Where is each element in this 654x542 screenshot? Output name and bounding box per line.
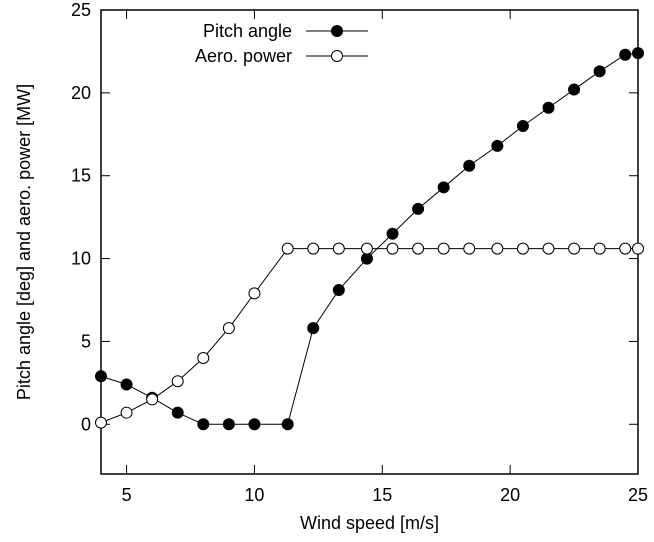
pitch-angle-point — [281, 418, 294, 431]
pitch-angle-point — [619, 48, 632, 61]
aero-power-point — [222, 322, 235, 335]
aero-power-point — [120, 406, 133, 419]
aero-power-point — [281, 242, 294, 255]
pitch-angle-point — [463, 159, 476, 172]
x-tick-label: 25 — [628, 485, 648, 505]
legend: Pitch angle Aero. power — [195, 21, 368, 66]
pitch-angle-point — [516, 120, 529, 132]
pitch-angle-point — [95, 370, 107, 383]
y-tick-label: 20 — [71, 83, 91, 103]
series-line — [100, 248, 638, 424]
aero-power-point — [197, 352, 210, 364]
pitch-angle-point — [386, 227, 399, 240]
aero-power-point — [632, 242, 644, 255]
axis-ticks: 5 10 15 20 25 0 5 10 15 20 25 — [71, 0, 648, 505]
pitch-angle-point — [491, 139, 504, 152]
pitch-angle-point — [332, 284, 345, 297]
y-tick-label: 25 — [71, 0, 91, 20]
aero-power-point — [171, 375, 184, 388]
x-tick-label: 10 — [244, 485, 264, 505]
y-tick-label: 5 — [81, 331, 91, 351]
legend-label: Pitch angle — [203, 21, 292, 41]
pitch-angle-point — [360, 252, 373, 265]
series-layer — [95, 47, 644, 431]
pitch-angle-point — [542, 101, 555, 114]
aero-power-point — [332, 242, 345, 255]
aero-power-point — [542, 242, 555, 255]
aero-power-point — [568, 242, 581, 255]
aero-power-point — [516, 242, 529, 255]
aero-power-point — [360, 242, 373, 255]
pitch-angle-point — [171, 406, 184, 419]
aero-power-point — [248, 287, 261, 300]
legend-marker — [331, 25, 343, 37]
aero-power-point — [491, 242, 504, 255]
pitch-angle-point — [197, 418, 210, 431]
aero-power-point — [619, 242, 632, 255]
aero-power-point — [412, 242, 425, 255]
pitch-angle-point — [412, 202, 425, 215]
aero-power-point — [593, 242, 606, 255]
aero-power-point — [386, 242, 399, 255]
aero-power-point — [463, 242, 476, 255]
pitch-angle-point — [222, 418, 235, 431]
aero-power-point — [437, 242, 450, 255]
pitch-angle-point — [568, 83, 581, 96]
y-tick-label: 10 — [71, 249, 91, 269]
y-tick-label: 15 — [71, 166, 91, 186]
aero-power-point — [95, 416, 107, 429]
pitch-angle-point — [632, 47, 644, 60]
y-axis-label: Pitch angle [deg] and aero. power [MW] — [14, 84, 34, 400]
x-tick-label: 5 — [122, 485, 132, 505]
series-line — [100, 52, 639, 425]
pitch-angle-point — [593, 65, 606, 78]
aero-power-point — [146, 393, 159, 406]
y-tick-label: 0 — [81, 414, 91, 434]
x-axis-label: Wind speed [m/s] — [300, 513, 439, 533]
pitch-angle-point — [120, 378, 133, 391]
pitch-angle-point — [248, 418, 261, 431]
legend-label: Aero. power — [195, 46, 292, 66]
plot-frame — [100, 9, 639, 475]
aero-power-point — [307, 242, 320, 255]
pitch-angle-point — [437, 181, 450, 194]
pitch-angle-point — [307, 322, 320, 335]
x-tick-label: 15 — [372, 485, 392, 505]
legend-marker — [331, 50, 343, 62]
x-tick-label: 20 — [500, 485, 520, 505]
